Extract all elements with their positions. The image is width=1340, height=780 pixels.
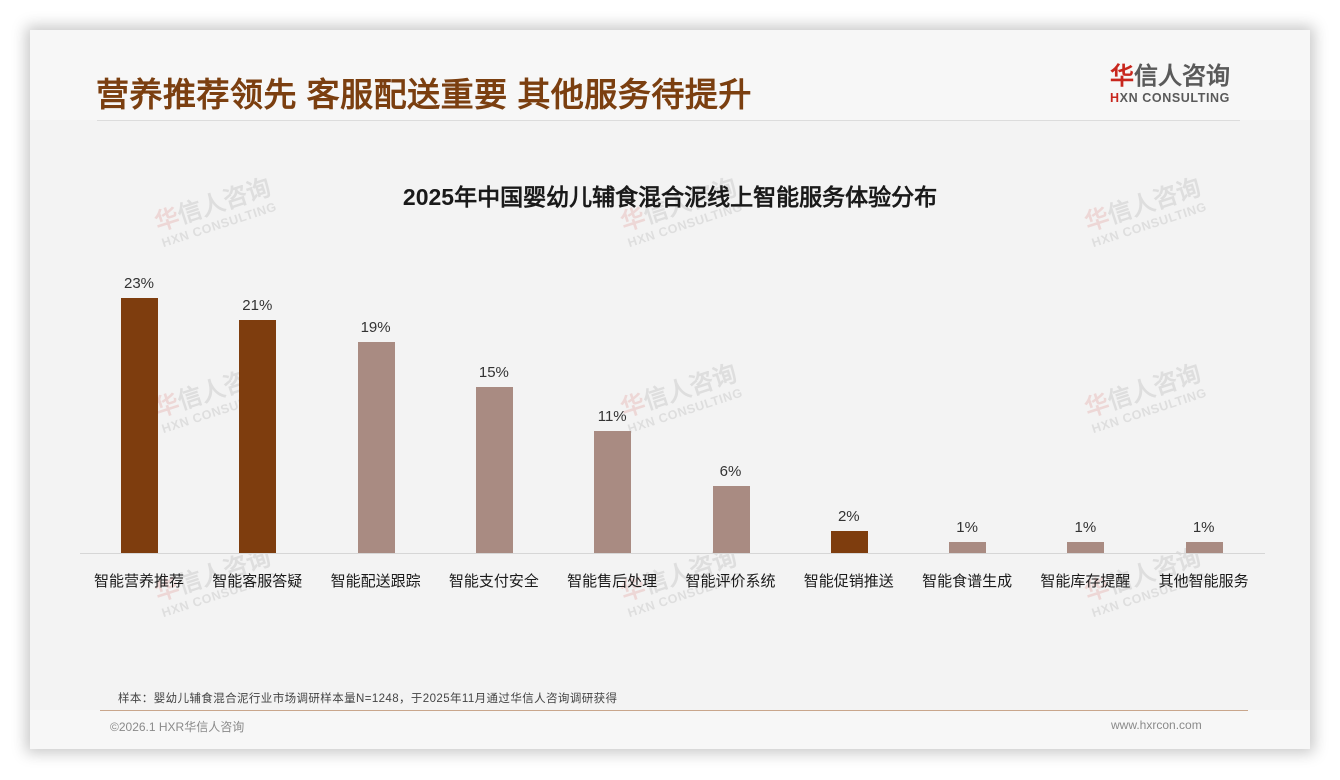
copyright-text: ©2026.1 HXR华信人咨询: [110, 720, 245, 734]
bar[interactable]: [594, 431, 632, 553]
category-label: 智能促销推送: [803, 573, 894, 590]
logo-en-rest: XN CONSULTING: [1119, 91, 1230, 105]
category-label: 智能支付安全: [448, 573, 539, 590]
logo-hua-char: 华: [1110, 63, 1134, 90]
website-link[interactable]: www.hxrcon.com: [1111, 718, 1202, 732]
bar-value-label: 15%: [478, 364, 509, 381]
bar-group: 1% 其他智能服务: [1145, 260, 1263, 620]
sample-note: 样本：婴幼儿辅食混合泥行业市场调研样本量N=1248，于2025年11月通过华信…: [118, 693, 618, 705]
bar[interactable]: [1067, 542, 1105, 553]
bar-value-label: 1%: [1192, 519, 1215, 536]
bar[interactable]: [949, 542, 987, 553]
slide-title: 营养推荐领先 客服配送重要 其他服务待提升: [96, 76, 752, 113]
bar[interactable]: [121, 298, 158, 553]
chart-title: 2025年中国婴幼儿辅食混合泥线上智能服务体验分布: [402, 184, 938, 210]
bar[interactable]: [830, 531, 868, 553]
header-band: [30, 30, 1310, 120]
bar-group: 2% 智能促销推送: [790, 260, 908, 620]
bar-value-label: 19%: [360, 319, 391, 336]
category-label: 智能配送跟踪: [330, 573, 421, 590]
category-label: 智能售后处理: [567, 573, 658, 590]
bar[interactable]: [1185, 542, 1223, 553]
bar-value-label: 1%: [1074, 519, 1097, 536]
bar-value-label: 23%: [123, 275, 155, 292]
footer-divider: [100, 710, 1248, 711]
category-label: 其他智能服务: [1158, 573, 1249, 590]
logo-h-char: H: [1110, 91, 1120, 105]
bar[interactable]: [357, 342, 395, 553]
category-label: 智能食谱生成: [922, 573, 1013, 590]
logo-en-text: HXN CONSULTING: [1110, 90, 1240, 106]
footer-band: [30, 710, 1310, 749]
bar[interactable]: [712, 486, 750, 553]
slide: 营养推荐领先 客服配送重要 其他服务待提升 华信人咨询 HXN CONSULTI…: [30, 30, 1310, 749]
bar-group: 15% 智能支付安全: [435, 260, 553, 620]
bar-group: 11% 智能售后处理: [553, 260, 671, 620]
bar-value-label: 21%: [242, 297, 273, 314]
bar-chart: 23% 智能营养推荐 21% 智能客服答疑 19% 智能配送跟踪 15% 智能支付安全 11% 智…: [80, 260, 1265, 590]
category-label: 智能营养推荐: [93, 573, 184, 590]
header-divider: [97, 120, 1240, 121]
bar-value-label: 11%: [597, 408, 627, 425]
bar-group: 1% 智能库存提醒: [1026, 260, 1144, 620]
bar-value-label: 2%: [837, 508, 860, 525]
bar-group: 6% 智能评价系统: [672, 260, 790, 620]
x-axis-line: [80, 553, 1265, 554]
bar-value-label: 6%: [719, 463, 742, 480]
bar-group: 23% 智能营养推荐: [80, 260, 198, 620]
category-label: 智能客服答疑: [212, 573, 303, 590]
bar-group: 1% 智能食谱生成: [908, 260, 1026, 620]
logo-cn-rest: 信人咨询: [1134, 63, 1230, 90]
bar-group: 21% 智能客服答疑: [198, 260, 316, 620]
bar[interactable]: [239, 320, 277, 553]
bar-group: 19% 智能配送跟踪: [317, 260, 435, 620]
company-logo: 华信人咨询 HXN CONSULTING: [1110, 64, 1240, 106]
category-label: 智能评价系统: [685, 573, 776, 590]
bar[interactable]: [475, 387, 513, 553]
category-label: 智能库存提醒: [1040, 573, 1131, 590]
bar-value-label: 1%: [956, 519, 978, 536]
logo-cn-text: 华信人咨询: [1110, 64, 1240, 90]
